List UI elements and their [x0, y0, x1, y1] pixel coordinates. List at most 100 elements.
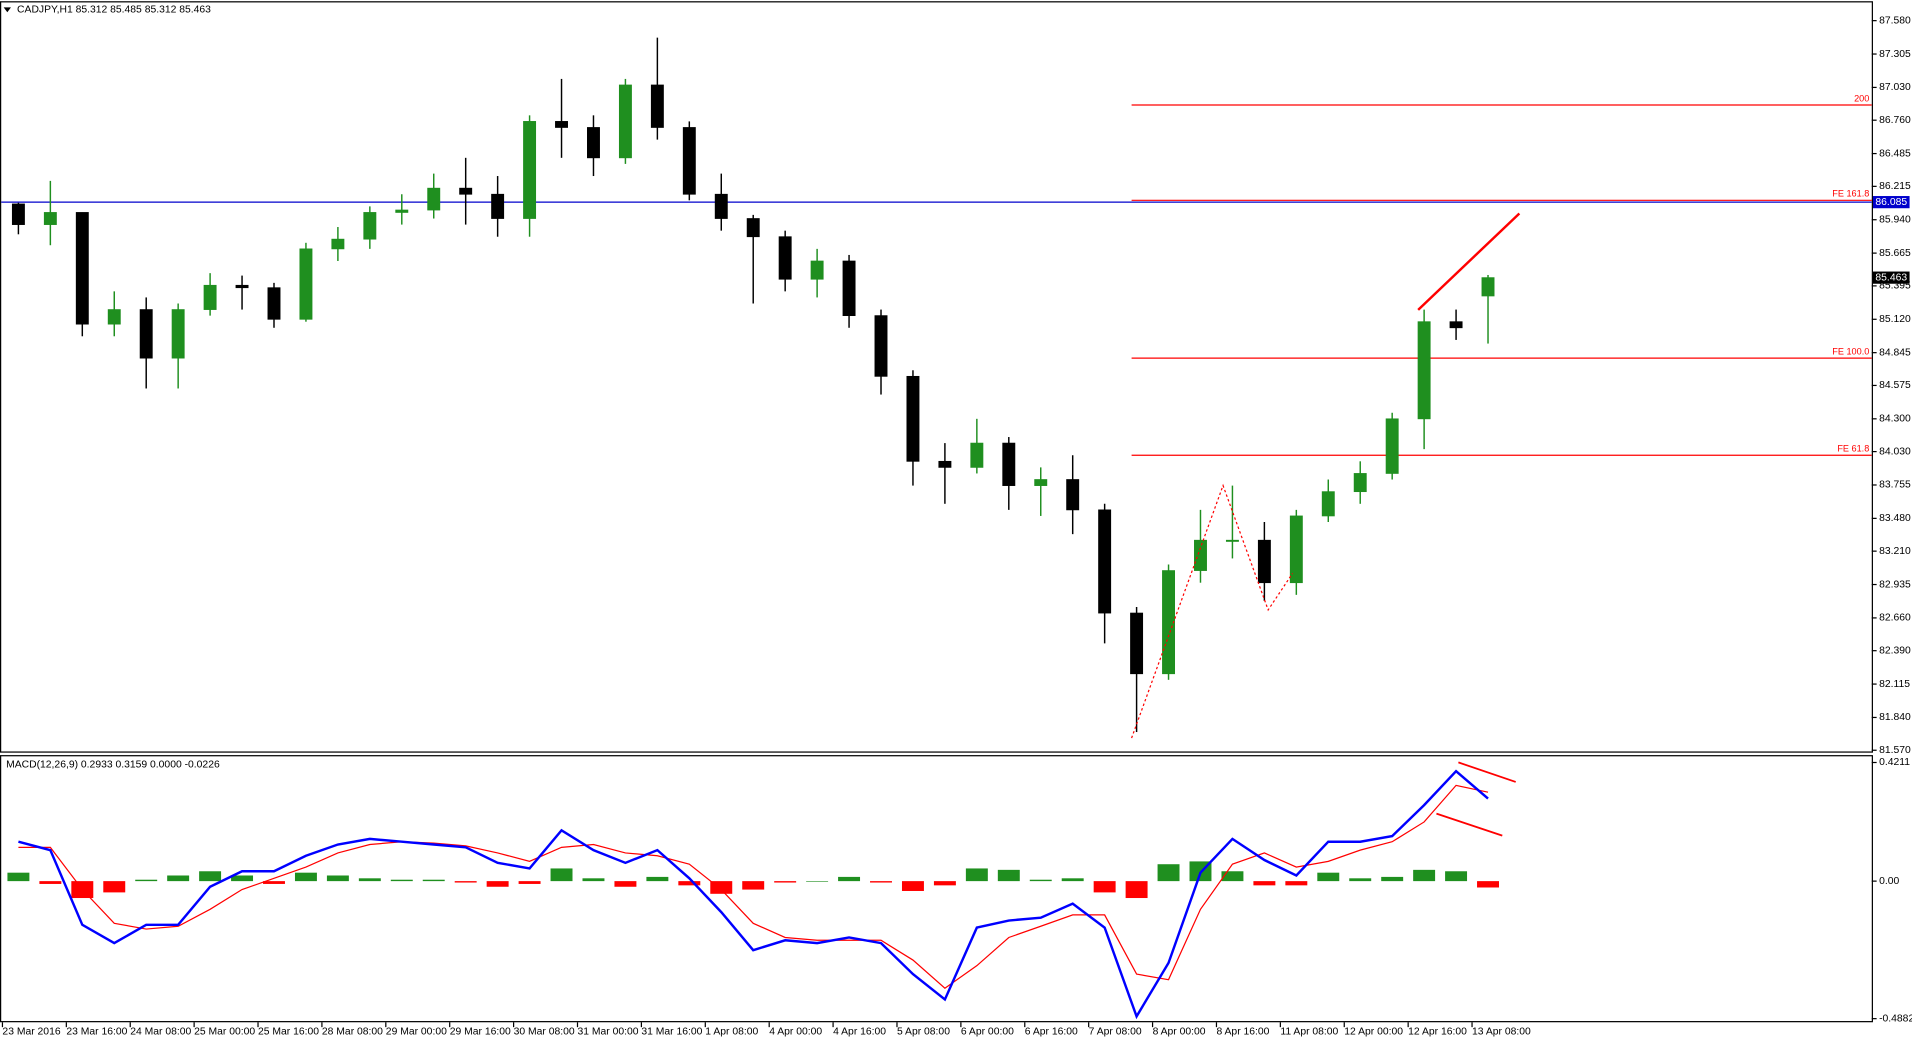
candle-body: [587, 127, 600, 159]
candle-body: [1385, 418, 1399, 474]
histogram-bar: [1221, 871, 1244, 882]
chart-title: CADJPY,H1 85.312 85.485 85.312 85.463: [17, 4, 211, 15]
candle-body: [682, 127, 696, 195]
current-price-box: [1872, 271, 1910, 284]
candle-body: [331, 238, 345, 250]
y-tick-label: 83.480: [1879, 513, 1911, 524]
candle-body: [618, 84, 632, 159]
histogram-bar: [1157, 864, 1180, 882]
x-tick-label: 4 Apr 00:00: [769, 1027, 822, 1038]
x-tick-label: 23 Mar 16:00: [66, 1027, 127, 1038]
histogram-bar: [582, 878, 605, 882]
y-tick-label: -0.4882: [1879, 1013, 1912, 1024]
level-label: FE 100.0: [1832, 346, 1869, 356]
level-label: 200: [1854, 93, 1869, 103]
y-tick-label: 0.4211: [1879, 757, 1910, 768]
candle-body: [1353, 473, 1367, 493]
candle-body: [203, 284, 217, 310]
y-tick-label: 83.210: [1879, 546, 1911, 557]
histogram-bar: [1317, 872, 1340, 882]
y-tick-label: 86.215: [1879, 181, 1911, 192]
macd-line: [18, 769, 1489, 1020]
histogram-bar: [1029, 879, 1052, 882]
x-tick-label: 12 Apr 16:00: [1408, 1027, 1467, 1038]
trend-line: [1458, 761, 1516, 783]
y-tick-label: 82.390: [1879, 645, 1911, 656]
histogram-bar: [294, 872, 317, 882]
candle-body: [746, 218, 760, 238]
candle-body: [810, 260, 824, 280]
histogram-bar: [486, 881, 509, 887]
y-tick-label: 84.575: [1879, 380, 1911, 391]
histogram-bar: [965, 868, 988, 882]
x-tick-label: 25 Mar 16:00: [258, 1027, 319, 1038]
candle-body: [1321, 491, 1335, 517]
histogram-bar: [390, 879, 413, 882]
candle-body: [874, 315, 888, 377]
candle-body: [1034, 479, 1048, 486]
candle-body: [75, 212, 89, 325]
main-panel-frame: [0, 1, 1873, 753]
x-tick-label: 1 Apr 08:00: [705, 1027, 758, 1038]
x-tick-label: 25 Mar 00:00: [194, 1027, 255, 1038]
candle-body: [427, 187, 441, 211]
histogram-bar: [199, 871, 222, 882]
y-tick-label: 0.00: [1879, 876, 1899, 887]
candle-body: [139, 309, 153, 359]
candle-body: [107, 309, 121, 325]
histogram-bar: [1445, 871, 1468, 882]
histogram-bar: [103, 881, 126, 893]
y-tick-label: 83.755: [1879, 480, 1911, 491]
histogram-bar: [1381, 876, 1404, 882]
histogram-bar: [1093, 881, 1116, 893]
y-tick-label: 85.940: [1879, 214, 1911, 225]
menu-arrow: [3, 7, 11, 13]
x-tick-label: 23 Mar 2016: [2, 1027, 60, 1038]
histogram-bar: [870, 881, 892, 883]
x-tick-label: 6 Apr 16:00: [1025, 1027, 1078, 1038]
candle-body: [938, 460, 952, 468]
y-tick-label: 87.030: [1879, 82, 1911, 93]
y-tick-label: 86.485: [1879, 148, 1911, 159]
x-tick-label: 8 Apr 00:00: [1153, 1027, 1206, 1038]
x-tick-label: 5 Apr 08:00: [897, 1027, 950, 1038]
y-tick-label: 85.120: [1879, 314, 1911, 325]
candle-body: [1130, 612, 1144, 675]
level-label: FE 61.8: [1837, 444, 1869, 454]
x-tick-label: 4 Apr 16:00: [833, 1027, 886, 1038]
histogram-bar: [1125, 881, 1148, 899]
candle-body: [43, 212, 57, 225]
histogram-bar: [742, 881, 765, 890]
y-tick-label: 85.395: [1879, 281, 1911, 292]
histogram-bar: [422, 879, 445, 882]
histogram-bar: [933, 881, 956, 886]
level-label: FE 161.8: [1832, 189, 1869, 199]
candle-body: [842, 260, 856, 317]
histogram-bar: [326, 875, 349, 882]
histogram-bar: [678, 881, 701, 886]
price-box: [1872, 196, 1910, 209]
candle-body: [650, 84, 664, 128]
candle-body: [906, 375, 920, 462]
histogram-bar: [774, 881, 797, 883]
candle-body: [299, 248, 313, 320]
plot-layer: 81.570 81.840 82.115 82.390 82.660 82.935 83.2…: [1, 15, 1912, 1038]
candle-body: [1481, 277, 1495, 297]
x-tick-label: 8 Apr 16:00: [1216, 1027, 1269, 1038]
histogram-bar: [518, 881, 541, 884]
candle-body: [1417, 321, 1431, 420]
x-tick-label: 29 Mar 16:00: [450, 1027, 511, 1038]
histogram-bar: [135, 879, 158, 882]
x-tick-label: 29 Mar 00:00: [386, 1027, 447, 1038]
y-tick-label: 82.115: [1879, 679, 1910, 690]
trend-line: [1436, 812, 1503, 837]
y-tick-label: 82.935: [1879, 579, 1911, 590]
x-tick-label: 24 Mar 08:00: [130, 1027, 191, 1038]
candle-body: [235, 284, 249, 289]
x-tick-label: 7 Apr 08:00: [1089, 1027, 1142, 1038]
histogram-bar: [1253, 881, 1276, 886]
candle-body: [395, 209, 409, 213]
candle-body: [778, 236, 792, 280]
candle-body: [1002, 442, 1016, 486]
